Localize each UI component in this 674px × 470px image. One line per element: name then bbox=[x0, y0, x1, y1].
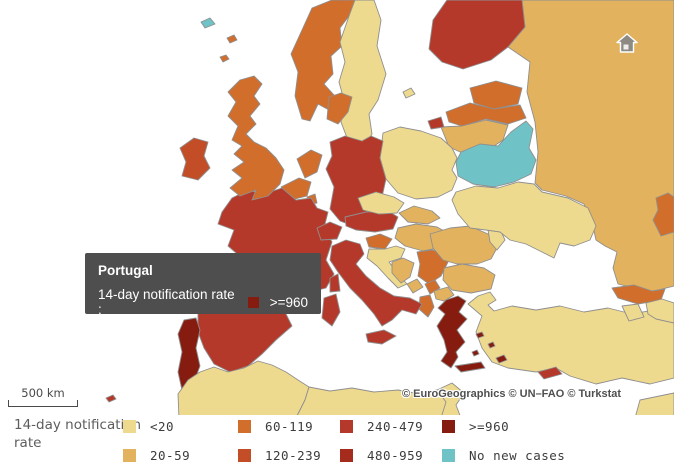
country-ukraine[interactable] bbox=[451, 181, 597, 259]
country-cyprus[interactable] bbox=[537, 366, 563, 380]
country-kosovo[interactable] bbox=[424, 279, 441, 295]
legend-label: <20 bbox=[150, 418, 175, 434]
shetland-islands[interactable] bbox=[226, 34, 238, 44]
legend-swatch bbox=[340, 448, 353, 462]
legend-item-no-new-cases: No new cases bbox=[442, 447, 566, 463]
legend-item-lt20: <20 bbox=[123, 418, 175, 434]
legend-item-480-959: 480-959 bbox=[340, 447, 424, 463]
country-belarus[interactable] bbox=[455, 120, 537, 188]
country-shapes bbox=[105, 0, 674, 418]
map-tooltip: Portugal 14-day notification rate : >=96… bbox=[85, 253, 321, 317]
legend-swatch bbox=[442, 419, 455, 433]
legend-item-gte960: >=960 bbox=[442, 418, 510, 434]
country-netherlands[interactable] bbox=[296, 149, 323, 179]
home-button[interactable] bbox=[614, 31, 640, 55]
legend-swatch bbox=[238, 448, 251, 462]
country-ireland[interactable] bbox=[179, 137, 211, 181]
country-bulgaria[interactable] bbox=[442, 263, 496, 294]
country-armenia[interactable] bbox=[621, 303, 645, 322]
legend-item-60-119: 60-119 bbox=[238, 418, 314, 434]
country-denmark[interactable] bbox=[326, 92, 353, 125]
country-finland[interactable] bbox=[428, 0, 526, 70]
legend-swatch bbox=[340, 419, 353, 433]
legend-label: 240-479 bbox=[367, 418, 424, 434]
country-latvia[interactable] bbox=[445, 102, 527, 127]
legend-swatch bbox=[442, 448, 455, 462]
legend-title: 14-day notification rate bbox=[14, 417, 142, 451]
legend-label: 60-119 bbox=[265, 418, 314, 434]
country-sardinia[interactable] bbox=[321, 293, 341, 327]
legend-panel: 14-day notification rate <20 20-59 60-11… bbox=[0, 415, 674, 470]
aegean-island[interactable] bbox=[487, 341, 496, 349]
legend-swatch bbox=[123, 419, 136, 433]
orkney-islands[interactable] bbox=[219, 54, 230, 63]
aegean-island[interactable] bbox=[475, 331, 485, 339]
country-romania[interactable] bbox=[429, 225, 499, 265]
tooltip-rate-row: 14-day notification rate : >=960 bbox=[98, 287, 308, 317]
europe-choropleth-map bbox=[105, 0, 674, 418]
legend-label: >=960 bbox=[469, 418, 510, 434]
tooltip-swatch bbox=[247, 296, 259, 308]
home-icon bbox=[616, 33, 638, 53]
country-corsica[interactable] bbox=[329, 273, 341, 293]
country-czechia[interactable] bbox=[357, 191, 405, 215]
country-crete[interactable] bbox=[454, 361, 486, 373]
legend-swatch bbox=[238, 419, 251, 433]
country-poland[interactable] bbox=[379, 126, 458, 200]
country-rhodes[interactable] bbox=[495, 354, 508, 364]
country-montenegro[interactable] bbox=[406, 278, 424, 294]
country-tunisia[interactable] bbox=[436, 382, 465, 418]
country-kaliningrad[interactable] bbox=[427, 116, 445, 130]
scale-bar: 500 km bbox=[8, 387, 78, 407]
legend-item-20-59: 20-59 bbox=[123, 447, 191, 463]
country-slovakia[interactable] bbox=[398, 205, 441, 225]
map-attribution: © EuroGeographics © UN–FAO © Turkstat bbox=[402, 388, 622, 400]
country-georgia[interactable] bbox=[611, 284, 666, 305]
country-switzerland[interactable] bbox=[316, 221, 343, 241]
country-greece[interactable] bbox=[436, 295, 468, 369]
legend-swatch bbox=[123, 448, 136, 462]
legend-item-120-239: 120-239 bbox=[238, 447, 322, 463]
country-bosnia[interactable] bbox=[391, 257, 415, 284]
aegean-island[interactable] bbox=[471, 349, 480, 357]
country-faroe-islands[interactable] bbox=[200, 17, 216, 29]
madeira-island[interactable] bbox=[105, 394, 117, 403]
scale-bar-label: 500 km bbox=[21, 386, 65, 400]
country-turkey[interactable] bbox=[467, 291, 674, 385]
region-east-edge[interactable] bbox=[652, 192, 674, 237]
region-southeast-coast[interactable] bbox=[634, 392, 674, 418]
tooltip-rate-value: >=960 bbox=[269, 294, 308, 310]
country-slovenia[interactable] bbox=[365, 233, 393, 250]
country-italy[interactable] bbox=[329, 239, 423, 327]
legend-label: 20-59 bbox=[150, 447, 191, 463]
legend-item-240-479: 240-479 bbox=[340, 418, 424, 434]
tooltip-rate-label: 14-day notification rate : bbox=[98, 287, 235, 317]
country-united-kingdom[interactable] bbox=[227, 75, 285, 201]
legend-label: No new cases bbox=[469, 447, 566, 463]
scale-bar-line bbox=[8, 400, 78, 407]
country-estonia[interactable] bbox=[469, 80, 523, 110]
gotland-island[interactable] bbox=[402, 87, 416, 99]
legend-label: 120-239 bbox=[265, 447, 322, 463]
country-sicily[interactable] bbox=[365, 329, 397, 345]
legend-label: 480-959 bbox=[367, 447, 424, 463]
country-azerbaijan[interactable] bbox=[645, 298, 674, 324]
country-north-macedonia[interactable] bbox=[433, 286, 455, 302]
tooltip-country-name: Portugal bbox=[98, 263, 153, 278]
